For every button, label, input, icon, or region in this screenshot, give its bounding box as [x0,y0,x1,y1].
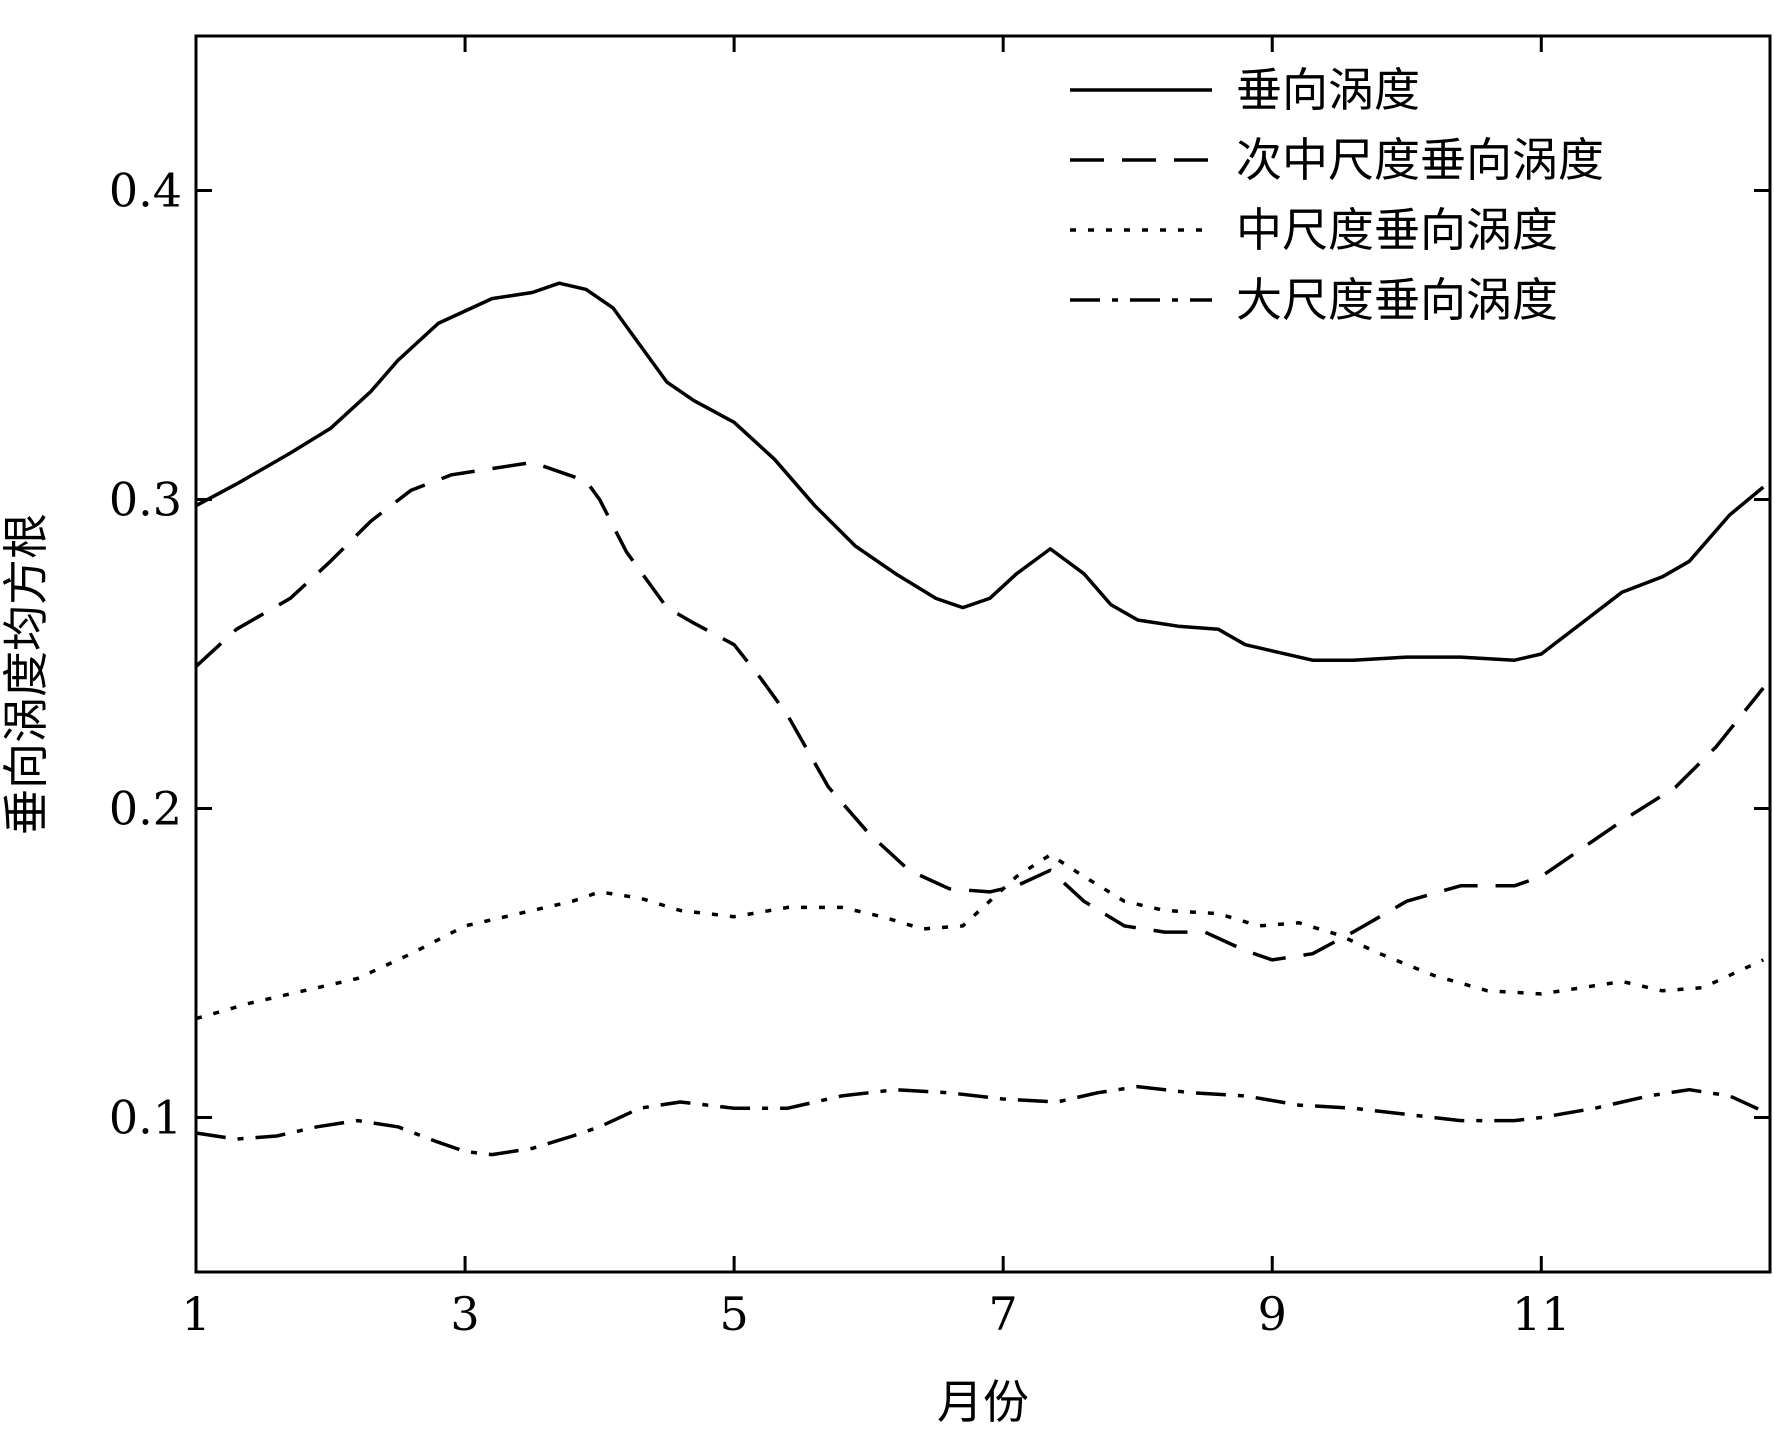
y-tick-label: 0.3 [109,473,182,527]
x-tick-label: 11 [1512,1287,1571,1341]
legend-label-2: 次中尺度垂向涡度 [1236,133,1604,187]
legend-label-1: 垂向涡度 [1236,63,1420,117]
y-axis-title: 垂向涡度均方根 [0,513,53,835]
series-layer [194,281,1765,1157]
series-line-1 [195,281,1765,662]
x-tick-label: 9 [1258,1287,1287,1341]
x-axis-title: 月份 [937,1375,1029,1429]
x-tick-label: 1 [181,1287,210,1341]
tick-layer: 1 3 5 7 9 11 0.1 0.2 0.3 0.4 [109,36,1770,1341]
x-tick-label: 5 [719,1287,748,1341]
x-tick-label: 7 [989,1287,1018,1341]
x-tick-label: 3 [450,1287,479,1341]
y-tick-label: 0.1 [109,1091,182,1145]
y-tick-label: 0.2 [109,782,182,836]
y-tick-label: 0.4 [109,164,182,218]
legend-label-4: 大尺度垂向涡度 [1236,273,1558,327]
plot-area-frame [194,34,1772,1274]
legend-label-3: 中尺度垂向涡度 [1236,203,1558,257]
series-line-4 [195,1084,1765,1157]
series-line-2 [194,460,1765,962]
series-line-3 [195,853,1765,1021]
